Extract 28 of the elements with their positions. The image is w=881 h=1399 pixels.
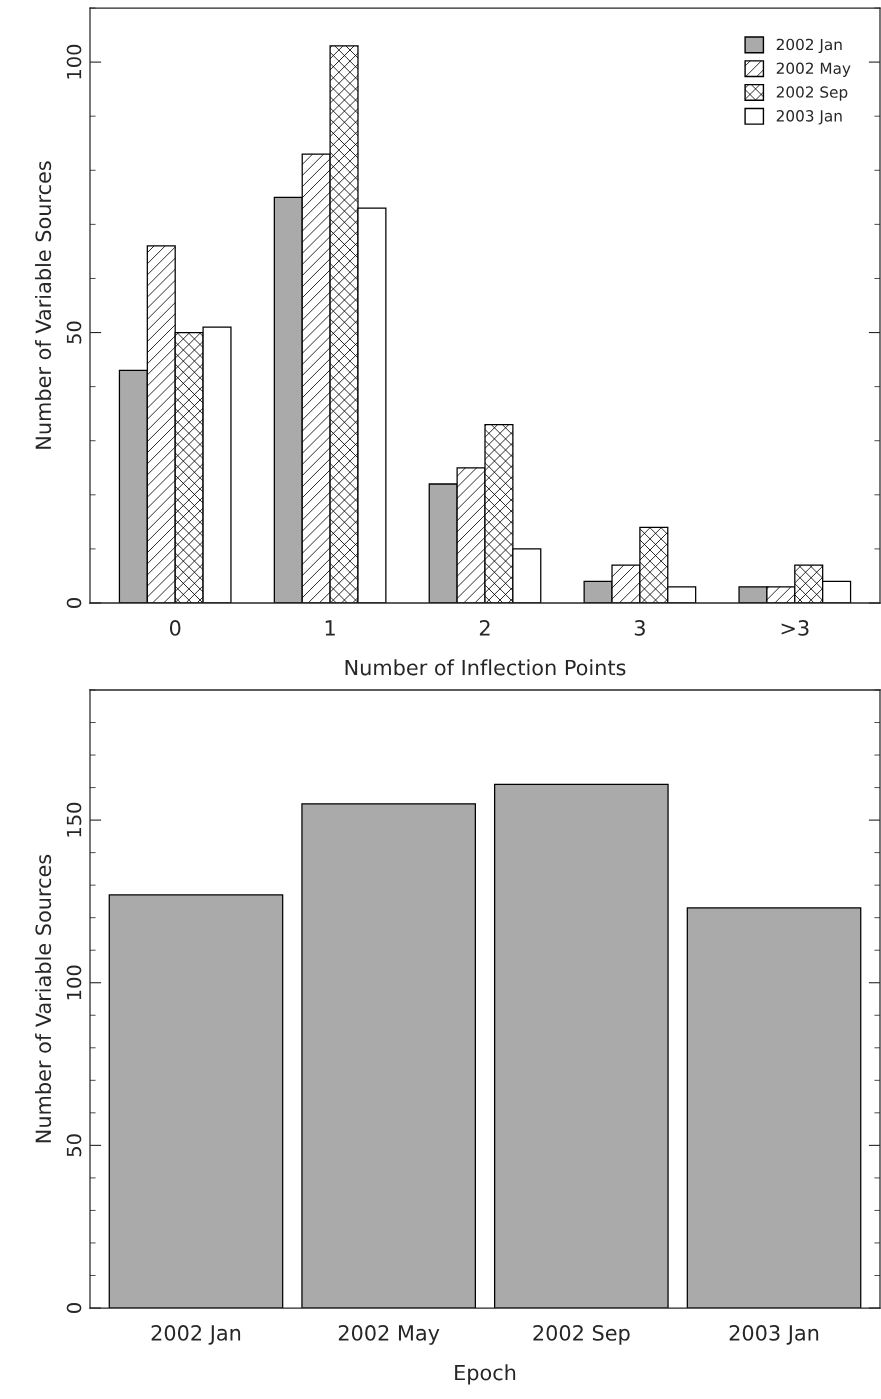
x-tick-label: 2002 Sep (533, 1325, 630, 1345)
legend-label: 2002 May (776, 62, 851, 77)
x-tick-label: 2002 Jan (151, 1325, 241, 1345)
legend-label: 2003 Jan (776, 110, 842, 125)
y-tick-label: 100 (66, 44, 82, 79)
x-tick-label: 0 (169, 620, 181, 636)
y-tick-label: 150 (66, 802, 82, 837)
x-tick-label: >3 (781, 620, 809, 636)
y-tick-label: 100 (66, 965, 82, 1000)
x-tick-label: 2003 Jan (729, 1325, 819, 1345)
x-axis-title: Epoch (455, 1364, 516, 1385)
x-tick-label: 3 (634, 620, 645, 636)
y-tick-label: 50 (66, 321, 82, 344)
x-tick-label: 1 (325, 620, 335, 636)
y-axis-title: Number of Variable Sources (35, 854, 52, 1143)
bar (494, 783, 669, 1308)
legend-label: 2002 Sep (776, 86, 848, 101)
bar (301, 803, 476, 1308)
y-axis-title: Number of Variable Sources (35, 161, 52, 449)
y-tick-label: 50 (66, 1134, 82, 1157)
bar (108, 894, 284, 1308)
x-tick-label: 2 (479, 620, 490, 636)
y-tick-label: 0 (66, 598, 82, 608)
y-tick-label: 0 (66, 1303, 82, 1313)
legend-label: 2002 Jan (776, 38, 842, 54)
bar (686, 907, 862, 1308)
x-tick-label: 2002 May (338, 1325, 440, 1345)
x-axis-title: Number of Inflection Points (345, 659, 626, 676)
